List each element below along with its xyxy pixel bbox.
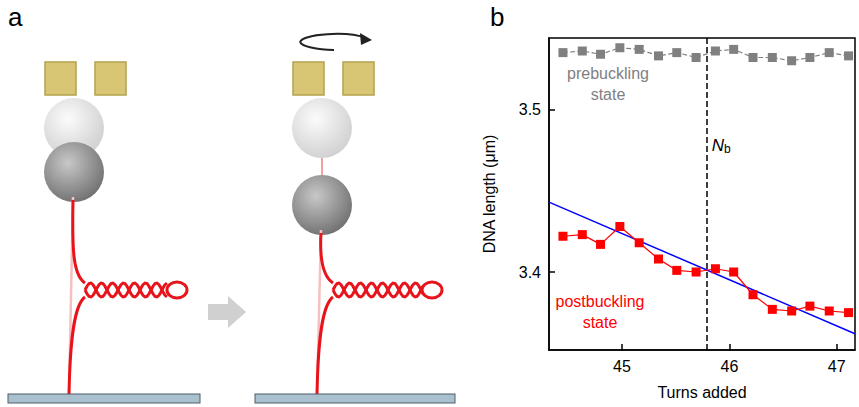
svg-text:state: state [583,314,618,331]
svg-text:state: state [591,86,626,103]
svg-text:prebuckling: prebuckling [567,65,649,82]
svg-text:3.4: 3.4 [519,264,541,281]
svg-text:a: a [8,2,23,32]
svg-text:b: b [724,142,731,156]
svg-text:postbuckling: postbuckling [556,293,645,310]
svg-text:45: 45 [613,358,631,375]
svg-text:b: b [490,2,504,32]
svg-text:3.5: 3.5 [519,101,541,118]
svg-text:N: N [712,136,725,155]
svg-text:Turns added: Turns added [657,384,746,401]
svg-text:DNA length (μm): DNA length (μm) [481,135,498,254]
svg-text:47: 47 [828,358,846,375]
svg-text:46: 46 [720,358,738,375]
